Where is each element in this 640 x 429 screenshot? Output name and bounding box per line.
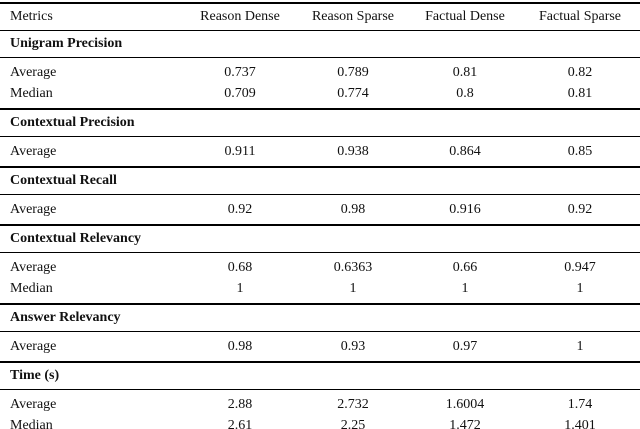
value-cell: 2.61	[227, 417, 253, 429]
value-cell: 0.709	[224, 85, 256, 101]
value-cell: 0.92	[567, 201, 593, 217]
value-cell: 1.472	[449, 417, 481, 429]
value-cell: 0.92	[227, 201, 253, 217]
section-rows-contextual-precision: Average 0.911 0.938 0.864 0.85	[0, 137, 640, 168]
value-cell: 0.81	[567, 85, 593, 101]
value-cell: 0.68	[227, 259, 253, 275]
value-cell: 0.66	[452, 259, 478, 275]
table-row-unigram-precision-average: Average 0.737 0.789 0.81 0.82	[0, 62, 640, 83]
section-rows-time-s: Average 2.88 2.732 1.6004 1.74 Median 2.61 2.25…	[0, 390, 640, 429]
table-row-contextual-relevancy-average: Average 0.68 0.6363 0.66 0.947	[0, 257, 640, 278]
value-cell: 1	[576, 280, 584, 296]
row-label: Average	[10, 338, 57, 354]
value-cell: 1	[461, 280, 469, 296]
section-rows-contextual-relevancy: Average 0.68 0.6363 0.66 0.947 Median 1 1 1 1	[0, 253, 640, 305]
section-title-answer-relevancy: Answer Relevancy	[0, 305, 640, 332]
section-title-time-s: Time (s)	[0, 363, 640, 390]
table-row-answer-relevancy-average: Average 0.98 0.93 0.97 1	[0, 336, 640, 357]
table-row-time-s-average: Average 2.88 2.732 1.6004 1.74	[0, 394, 640, 415]
value-cell: 0.737	[224, 64, 256, 80]
value-cell: 0.789	[337, 64, 369, 80]
value-cell: 0.911	[224, 143, 256, 159]
value-cell: 0.6363	[333, 259, 373, 275]
value-cell: 0.774	[337, 85, 369, 101]
section-title-unigram-precision: Unigram Precision	[0, 31, 640, 58]
value-cell: 1	[236, 280, 244, 296]
value-cell: 0.85	[567, 143, 593, 159]
row-label: Median	[10, 280, 53, 296]
section-title-contextual-relevancy: Contextual Relevancy	[0, 226, 640, 253]
value-cell: 1.74	[567, 396, 593, 412]
value-cell: 0.93	[340, 338, 366, 354]
table-row-contextual-precision-average: Average 0.911 0.938 0.864 0.85	[0, 141, 640, 162]
table-header-row: Metrics Reason Dense Reason Sparse Factual …	[0, 4, 640, 31]
row-label: Average	[10, 64, 57, 80]
column-header-metrics: Metrics	[10, 9, 53, 24]
value-cell: 0.98	[227, 338, 253, 354]
table-row-contextual-relevancy-median: Median 1 1 1 1	[0, 278, 640, 299]
row-label: Median	[10, 85, 53, 101]
value-cell: 1.401	[564, 417, 596, 429]
value-cell: 0.947	[564, 259, 596, 275]
value-cell: 0.98	[340, 201, 366, 217]
row-label: Average	[10, 396, 57, 412]
section-rows-answer-relevancy: Average 0.98 0.93 0.97 1	[0, 332, 640, 363]
column-header-reason-sparse: Reason Sparse	[311, 9, 395, 24]
row-label: Average	[10, 201, 57, 217]
value-cell: 0.97	[452, 338, 478, 354]
section-title-contextual-recall: Contextual Recall	[0, 168, 640, 195]
value-cell: 1.6004	[445, 396, 485, 412]
value-cell: 2.25	[340, 417, 366, 429]
value-cell: 0.916	[449, 201, 481, 217]
value-cell: 2.732	[337, 396, 369, 412]
section-title-contextual-precision: Contextual Precision	[0, 110, 640, 137]
value-cell: 0.8	[456, 85, 474, 101]
column-header-factual-dense: Factual Dense	[425, 9, 505, 24]
value-cell: 0.864	[449, 143, 481, 159]
column-header-reason-dense: Reason Dense	[200, 9, 280, 24]
table-row-unigram-precision-median: Median 0.709 0.774 0.8 0.81	[0, 83, 640, 104]
row-label: Average	[10, 259, 57, 275]
value-cell: 1	[349, 280, 357, 296]
section-rows-unigram-precision: Average 0.737 0.789 0.81 0.82 Median 0.709 0.77…	[0, 58, 640, 110]
table-row-contextual-recall-average: Average 0.92 0.98 0.916 0.92	[0, 199, 640, 220]
value-cell: 2.88	[227, 396, 253, 412]
column-header-factual-sparse: Factual Sparse	[538, 9, 622, 24]
section-rows-contextual-recall: Average 0.92 0.98 0.916 0.92	[0, 195, 640, 226]
value-cell: 0.81	[452, 64, 478, 80]
table-row-time-s-median: Median 2.61 2.25 1.472 1.401	[0, 415, 640, 429]
value-cell: 0.82	[567, 64, 593, 80]
value-cell: 0.938	[337, 143, 369, 159]
row-label: Median	[10, 417, 53, 429]
value-cell: 1	[576, 338, 584, 354]
row-label: Average	[10, 143, 57, 159]
